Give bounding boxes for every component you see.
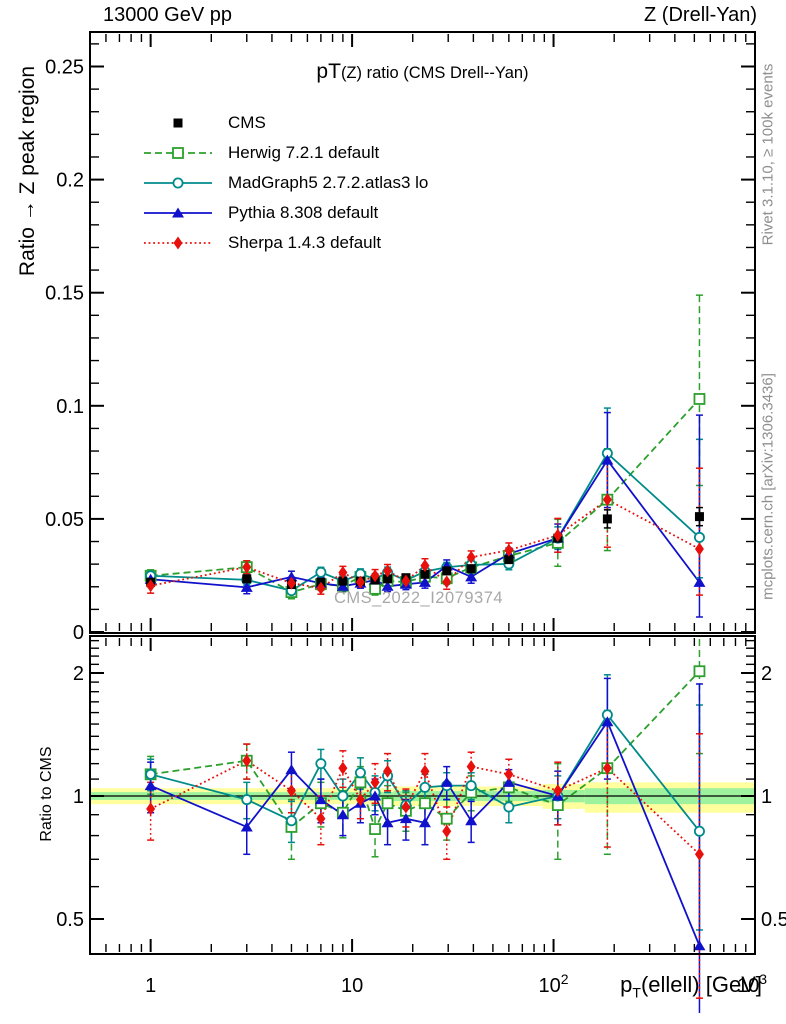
tick-labels: 0.25 0.2 0.15 0.1 0.05 0 2 2 1 1 0.5 0.5 1 10 102 103 xyxy=(45,57,786,998)
plot-title: pT(Z) ratio (CMS Drell--Yan) xyxy=(90,60,755,84)
legend-entry-madgraph: MadGraph5 2.7.2.atlas3 lo xyxy=(142,168,428,198)
series-pythia-ratio-line xyxy=(150,719,701,947)
ratio-y-tick-label-right: 2 xyxy=(761,663,772,685)
series-herwig-main-errors xyxy=(147,294,703,600)
ratio-y-axis-title: Ratio to CMS xyxy=(38,746,55,842)
ratio-y-tick-label-left: 2 xyxy=(73,663,84,685)
ratio-y-tick-label-right: 0.5 xyxy=(761,909,786,931)
rivet-version-note: Rivet 3.1.10, ≥ 100k events xyxy=(759,63,777,246)
main-y-tick-label: 0.15 xyxy=(45,283,84,305)
series-herwig-ratio-line xyxy=(150,670,701,832)
legend-entry-sherpa: Sherpa 1.4.3 default xyxy=(142,228,428,258)
legend-entry-cms: CMS xyxy=(142,108,428,138)
mcplots-reference-note: mcplots.cern.ch [arXiv:1306.3436] xyxy=(759,373,777,600)
series-pythia-ratio-errors xyxy=(147,677,703,1013)
plot-frames xyxy=(89,31,756,955)
series-madgraph-ratio-line xyxy=(150,713,701,832)
legend-entry-pythia: Pythia 8.308 default xyxy=(142,198,428,228)
legend-marker-herwig xyxy=(144,147,212,159)
plot-title-detail: (Z) ratio (CMS Drell--Yan) xyxy=(340,64,529,82)
legend: CMS Herwig 7.2.1 default MadGraph5 2.7.2.a… xyxy=(142,108,428,258)
legend-marker-madgraph xyxy=(144,177,212,189)
x-tick-label: 1 xyxy=(145,975,156,997)
legend-label: CMS xyxy=(228,113,266,132)
ratio-y-tick-label-right: 1 xyxy=(761,786,772,808)
ratio-y-tick-label-left: 0.5 xyxy=(56,909,84,931)
process-label: Z (Drell-Yan) xyxy=(644,4,757,26)
x-axis-title-p: p xyxy=(620,972,633,997)
main-y-tick-label: 0.25 xyxy=(45,57,84,79)
cms-data-markers xyxy=(146,512,704,589)
legend-label: Herwig 7.2.1 default xyxy=(228,143,380,162)
main-y-axis-title: Ratio → Z peak region xyxy=(16,65,39,277)
analysis-watermark: CMS_2022_I2079374 xyxy=(334,589,504,607)
main-y-tick-label: 0.2 xyxy=(56,170,84,192)
main-y-tick-label: 0.05 xyxy=(45,509,84,531)
x-tick-label: 103 xyxy=(737,971,767,997)
x-tick-label: 10 xyxy=(341,975,363,997)
series-pythia-markers xyxy=(144,454,706,951)
legend-marker-cms xyxy=(173,118,183,128)
main-y-tick-label: 0.1 xyxy=(56,396,84,418)
axis-ticks xyxy=(91,34,756,952)
legend-marker-sherpa xyxy=(144,236,212,250)
legend-label: Sherpa 1.4.3 default xyxy=(228,233,382,252)
series-pythia-main-line xyxy=(150,458,701,589)
ratio-y-tick-label-left: 1 xyxy=(73,786,84,808)
beam-energy-label: 13000 GeV pp xyxy=(103,4,232,26)
legend-entry-herwig: Herwig 7.2.1 default xyxy=(142,138,428,168)
x-axis-title-sub: T xyxy=(632,984,641,1001)
main-y-tick-label: 0 xyxy=(73,622,84,644)
x-axis-title-rest: (ellell) [GeV] xyxy=(640,972,762,997)
series-sherpa-ratio-errors xyxy=(147,712,703,999)
x-tick-label: 102 xyxy=(539,971,569,997)
series-sherpa-markers xyxy=(146,493,704,861)
legend-label: Pythia 8.308 default xyxy=(228,203,379,222)
x-axis-title: pT(ellell) [GeV] xyxy=(620,972,762,1000)
legend-label: MadGraph5 2.7.2.atlas3 lo xyxy=(228,173,429,192)
plot-title-observable: pT xyxy=(316,60,341,83)
legend-marker-pythia xyxy=(144,207,212,218)
